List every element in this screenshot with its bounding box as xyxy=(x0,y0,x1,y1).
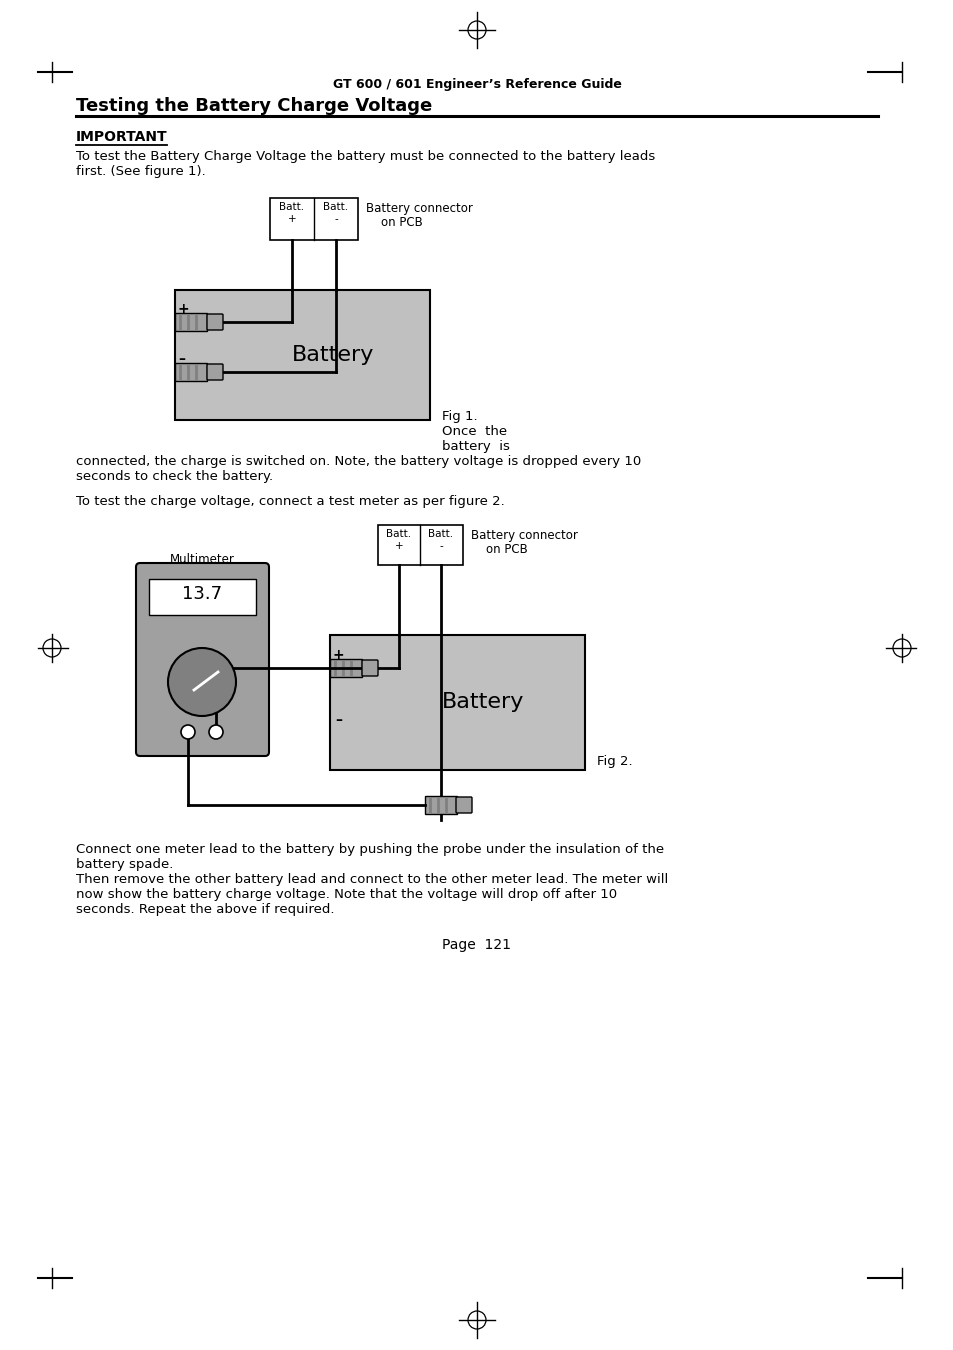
Text: on PCB: on PCB xyxy=(366,216,422,230)
Text: +: + xyxy=(178,302,190,316)
Text: To test the Battery Charge Voltage the battery must be connected to the battery : To test the Battery Charge Voltage the b… xyxy=(76,150,655,163)
Text: Multimeter: Multimeter xyxy=(170,554,234,566)
Text: +: + xyxy=(395,541,403,551)
Text: Battery: Battery xyxy=(441,693,523,711)
FancyBboxPatch shape xyxy=(136,563,269,756)
Text: Batt.: Batt. xyxy=(323,202,348,212)
Text: IMPORTANT: IMPORTANT xyxy=(76,130,168,144)
Bar xyxy=(174,313,207,331)
Text: GT 600 / 601 Engineer’s Reference Guide: GT 600 / 601 Engineer’s Reference Guide xyxy=(333,78,620,90)
Bar xyxy=(174,290,430,420)
Text: Battery connector: Battery connector xyxy=(471,529,578,541)
Text: Page  121: Page 121 xyxy=(442,938,511,952)
Text: battery spade.: battery spade. xyxy=(76,859,173,871)
Text: Fig 1.: Fig 1. xyxy=(441,410,477,423)
Bar xyxy=(424,796,456,814)
Text: +: + xyxy=(288,215,296,224)
Text: Then remove the other battery lead and connect to the other meter lead. The mete: Then remove the other battery lead and c… xyxy=(76,873,667,886)
Text: battery  is: battery is xyxy=(441,440,509,454)
Bar xyxy=(330,659,361,676)
Bar xyxy=(174,363,207,381)
Text: Connect one meter lead to the battery by pushing the probe under the insulation : Connect one meter lead to the battery by… xyxy=(76,842,663,856)
Text: Batt.: Batt. xyxy=(279,202,304,212)
Text: Batt.: Batt. xyxy=(386,529,411,539)
Circle shape xyxy=(181,725,194,738)
Text: Batt.: Batt. xyxy=(428,529,453,539)
Text: To test the charge voltage, connect a test meter as per figure 2.: To test the charge voltage, connect a te… xyxy=(76,495,504,508)
Text: –: – xyxy=(335,713,341,728)
Text: Battery: Battery xyxy=(292,346,374,365)
Bar xyxy=(377,525,462,566)
Text: 13.7: 13.7 xyxy=(182,585,222,603)
Bar xyxy=(270,198,357,240)
Bar xyxy=(330,634,584,770)
Text: +: + xyxy=(333,648,344,662)
Text: connected, the charge is switched on. Note, the battery voltage is dropped every: connected, the charge is switched on. No… xyxy=(76,455,640,468)
Text: seconds to check the battery.: seconds to check the battery. xyxy=(76,470,273,483)
FancyBboxPatch shape xyxy=(361,660,377,676)
Circle shape xyxy=(168,648,235,716)
Text: now show the battery charge voltage. Note that the voltage will drop off after 1: now show the battery charge voltage. Not… xyxy=(76,888,617,900)
Text: seconds. Repeat the above if required.: seconds. Repeat the above if required. xyxy=(76,903,335,917)
FancyBboxPatch shape xyxy=(207,364,223,379)
Text: on PCB: on PCB xyxy=(471,543,527,556)
Bar xyxy=(149,579,255,616)
Text: -: - xyxy=(334,215,337,224)
Text: Battery connector: Battery connector xyxy=(366,202,473,215)
Text: –: – xyxy=(178,352,185,366)
Text: first. (See figure 1).: first. (See figure 1). xyxy=(76,165,206,178)
Text: Fig 2.: Fig 2. xyxy=(597,755,632,768)
FancyBboxPatch shape xyxy=(207,315,223,329)
Text: Once  the: Once the xyxy=(441,425,507,437)
FancyBboxPatch shape xyxy=(456,796,472,813)
Text: Testing the Battery Charge Voltage: Testing the Battery Charge Voltage xyxy=(76,97,432,115)
Text: -: - xyxy=(438,541,442,551)
Circle shape xyxy=(209,725,223,738)
